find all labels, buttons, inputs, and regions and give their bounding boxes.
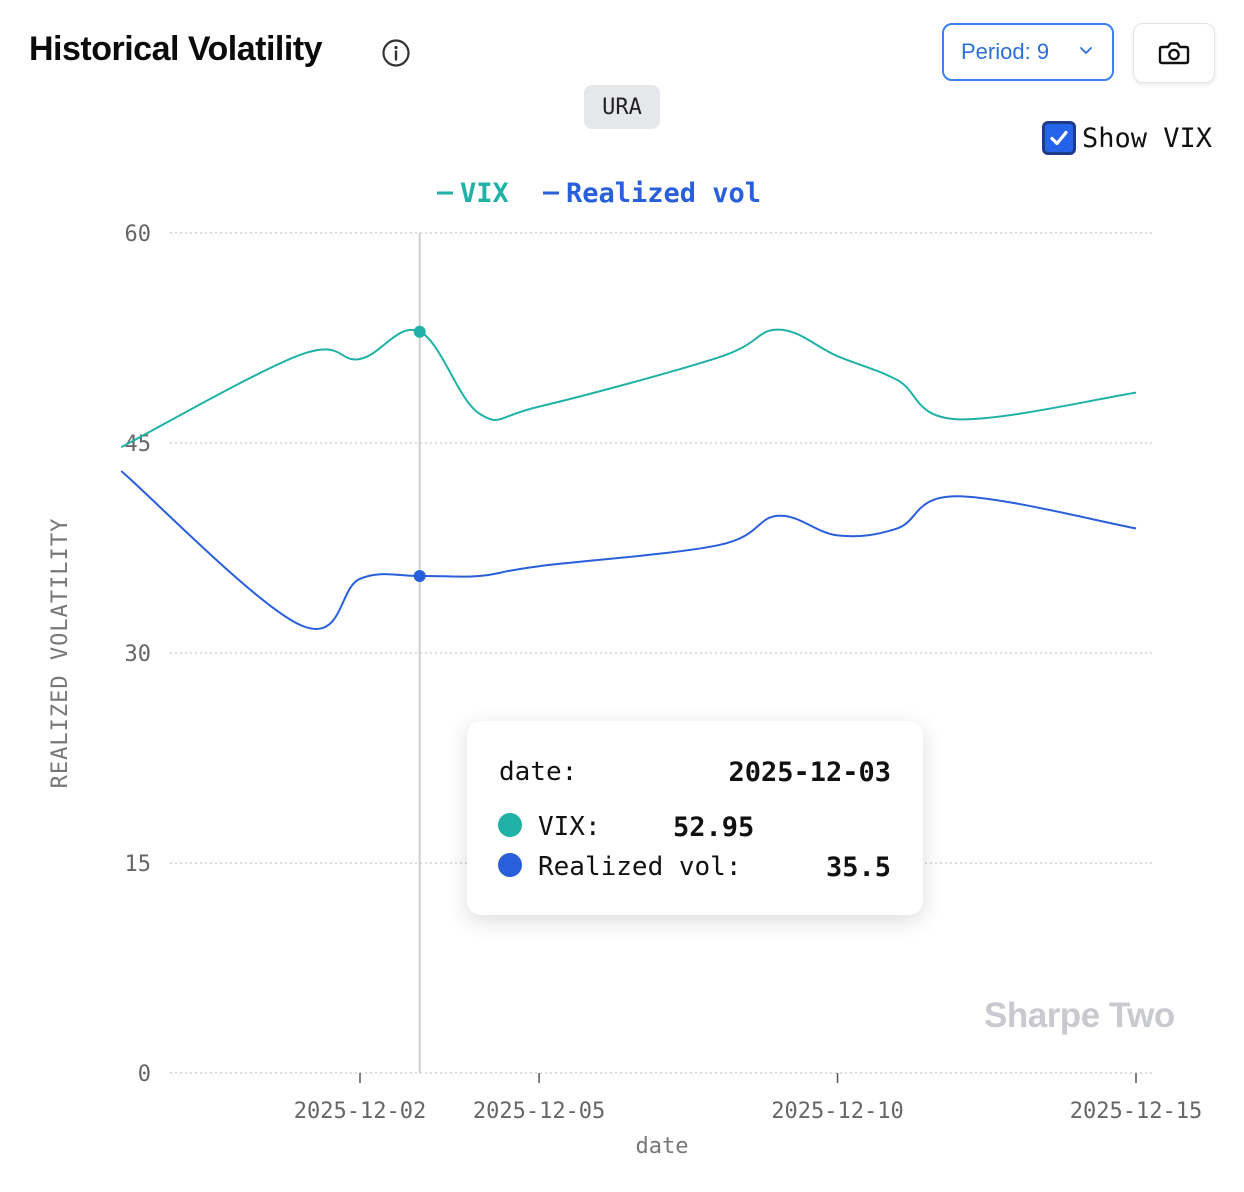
info-icon[interactable] bbox=[381, 38, 411, 68]
tooltip-realized-label: Realized vol: bbox=[538, 852, 742, 882]
y-tick-label: 0 bbox=[138, 1062, 151, 1087]
hover-point-vix bbox=[413, 325, 426, 338]
chevron-down-icon bbox=[1080, 47, 1092, 54]
y-tick-label: 45 bbox=[125, 432, 152, 457]
legend-item: VIX bbox=[460, 178, 509, 209]
tooltip-date-row: date: 2025-12-03 bbox=[499, 757, 891, 788]
screenshot-button[interactable] bbox=[1133, 23, 1215, 83]
x-tick-label: 2025-12-02 bbox=[294, 1099, 426, 1124]
tooltip-vix-label: VIX: bbox=[538, 812, 601, 842]
symbol-chip: URA bbox=[584, 85, 660, 129]
tooltip-vix-row: VIX: 52.95 bbox=[538, 812, 891, 843]
camera-icon bbox=[1158, 42, 1190, 65]
series-line-realized-vol bbox=[120, 470, 1137, 630]
tooltip-realized-row: Realized vol: 35.5 bbox=[538, 852, 891, 883]
y-axis-title: REALIZED VOLATILITY bbox=[48, 518, 73, 789]
period-label: Period: 9 bbox=[961, 39, 1050, 64]
hover-point-realized-vol bbox=[413, 570, 426, 582]
tooltip-date-label: date: bbox=[499, 757, 578, 787]
show-vix-toggle[interactable]: Show VIX bbox=[1042, 118, 1212, 158]
page-title: Historical Volatility bbox=[29, 30, 323, 68]
y-tick-label: 15 bbox=[125, 852, 152, 877]
tooltip-vix-value: 52.95 bbox=[673, 812, 755, 843]
x-tick-label: 2025-12-05 bbox=[473, 1099, 605, 1124]
check-icon bbox=[1050, 130, 1068, 146]
period-select[interactable]: Period: 9 bbox=[942, 23, 1114, 81]
show-vix-label: Show VIX bbox=[1082, 122, 1213, 154]
show-vix-checkbox[interactable] bbox=[1042, 121, 1076, 155]
hover-tooltip: date: 2025-12-03 VIX: 52.95 Realized vol… bbox=[467, 721, 923, 915]
y-tick-label: 60 bbox=[125, 222, 152, 247]
tooltip-vix-dot bbox=[498, 813, 522, 837]
tooltip-realized-dot bbox=[498, 853, 522, 877]
tooltip-realized-value: 35.5 bbox=[825, 852, 891, 883]
tooltip-date-value: 2025-12-03 bbox=[728, 757, 891, 788]
y-tick-label: 30 bbox=[125, 642, 152, 667]
x-tick-label: 2025-12-15 bbox=[1070, 1099, 1202, 1124]
legend-item: Realized vol bbox=[566, 178, 761, 209]
x-tick-label: 2025-12-10 bbox=[771, 1099, 903, 1124]
watermark: Sharpe Two bbox=[984, 996, 1175, 1035]
x-axis-title: date bbox=[636, 1134, 689, 1159]
series-line-vix bbox=[120, 328, 1137, 449]
